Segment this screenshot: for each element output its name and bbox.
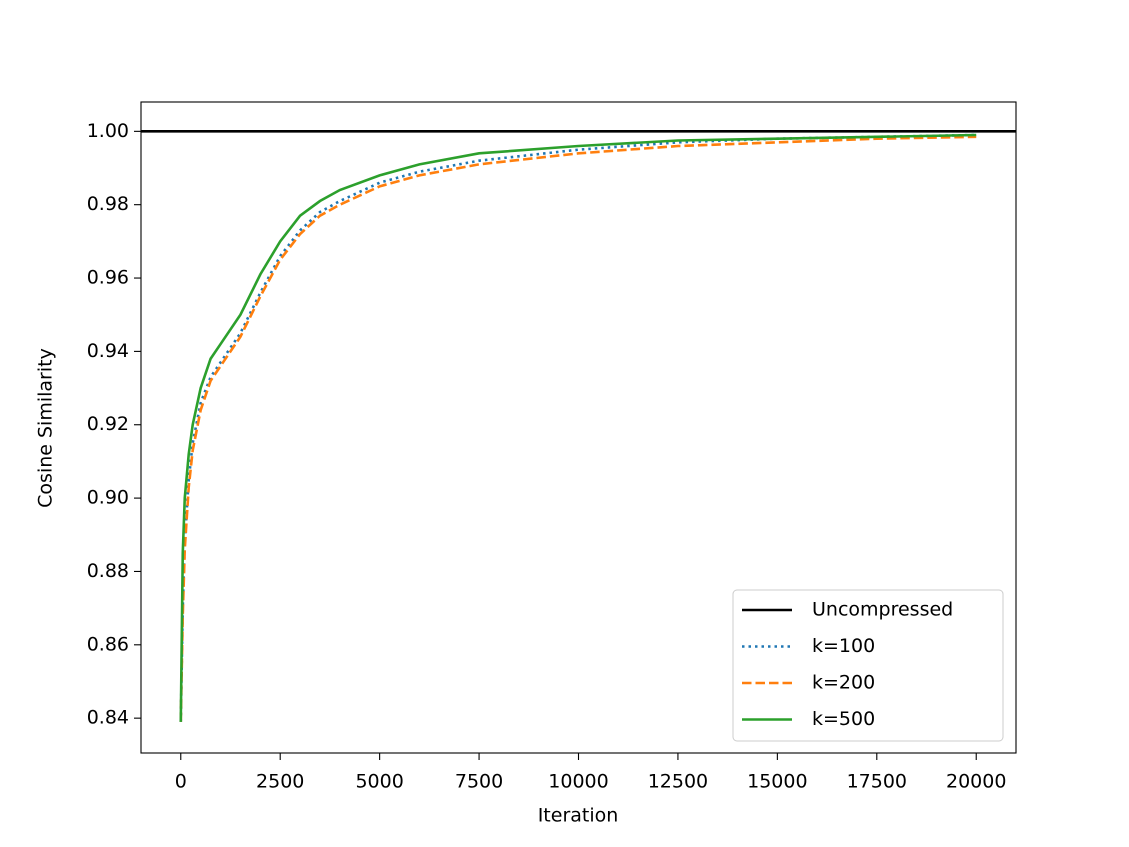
legend-label: k=200 <box>812 672 875 694</box>
y-tick-label: 0.90 <box>87 487 129 509</box>
x-tick-label: 15000 <box>747 771 807 793</box>
y-axis-label: Cosine Similarity <box>35 348 57 508</box>
x-tick-label: 5000 <box>355 771 403 793</box>
x-tick-label: 7500 <box>455 771 503 793</box>
legend-label: k=100 <box>812 635 875 657</box>
plot-frame <box>140 101 1017 754</box>
y-tick-label: 0.94 <box>87 340 129 362</box>
series-line <box>179 133 977 722</box>
x-axis-label: Iteration <box>538 805 619 827</box>
x-tick-label: 2500 <box>256 771 304 793</box>
y-tick-label: 0.88 <box>87 560 129 582</box>
y-tick-label: 0.96 <box>87 267 129 289</box>
y-tick-label: 0.98 <box>87 193 129 215</box>
y-tick-label: 1.00 <box>87 120 129 142</box>
x-tick-label: 10000 <box>548 771 608 793</box>
x-tick-label: 12500 <box>648 771 708 793</box>
y-tick-label: 0.84 <box>87 707 129 729</box>
y-tick-label: 0.92 <box>87 413 129 435</box>
x-tick-label: 20000 <box>946 771 1006 793</box>
legend-label: k=500 <box>812 708 875 730</box>
x-tick-label: 0 <box>175 771 187 793</box>
x-tick-label: 17500 <box>847 771 907 793</box>
y-tick-label: 0.86 <box>87 633 129 655</box>
legend-label: Uncompressed <box>812 599 953 621</box>
legend-box <box>732 589 1004 742</box>
series-line <box>179 135 977 722</box>
